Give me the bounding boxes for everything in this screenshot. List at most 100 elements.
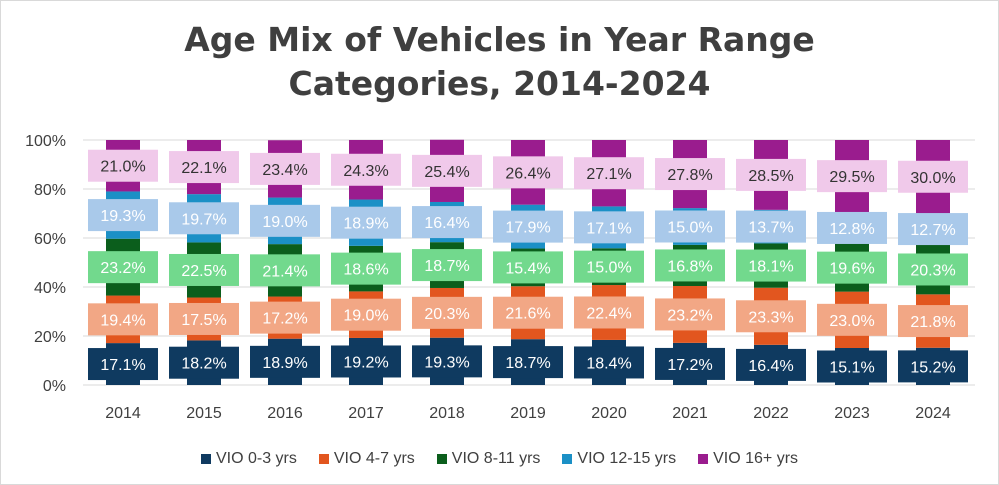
data-label: 28.5% [748,168,793,185]
data-label-box [817,303,887,336]
data-label-box [250,204,320,237]
data-label-box [898,253,968,286]
data-label-box [574,157,644,190]
x-tick-label: 2023 [834,405,870,422]
data-label: 18.6% [343,262,388,279]
data-label: 17.2% [667,357,712,374]
data-label-box [655,158,725,191]
data-label-box [412,296,482,329]
data-label-box [898,350,968,383]
data-label-box [574,296,644,329]
data-label-box [88,348,158,381]
data-label-box [817,211,887,244]
data-label-box [574,250,644,283]
data-label-box [898,160,968,193]
data-label-box [898,213,968,246]
data-label: 19.3% [100,208,145,225]
data-label-box [736,158,806,191]
data-label: 25.4% [424,164,469,181]
data-label: 22.4% [586,305,631,322]
data-label: 24.3% [343,163,388,180]
data-label-box [817,350,887,383]
data-label-box [898,305,968,338]
data-label: 19.2% [343,354,388,371]
data-label-box [88,149,158,182]
data-label: 13.7% [748,220,793,237]
data-label-box [736,249,806,282]
data-label-box [331,345,401,378]
data-label: 17.5% [181,312,226,329]
data-label-box [331,252,401,285]
legend-item: VIO 16+ yrs [698,450,798,468]
data-label: 21.0% [100,159,145,176]
data-label: 19.0% [262,214,307,231]
data-label: 12.8% [829,221,874,238]
data-label: 23.2% [100,260,145,277]
data-label: 18.7% [505,355,550,372]
data-label: 15.0% [667,219,712,236]
data-label-box [250,345,320,378]
legend-swatch [200,454,211,464]
data-label-box [736,210,806,243]
data-label: 20.3% [424,306,469,323]
data-label-box [412,249,482,282]
legend-swatch [318,454,329,464]
x-tick-label: 2018 [429,405,465,422]
chart-title-line-2: Categories, 2014-2024 [288,64,711,103]
data-label: 26.4% [505,165,550,182]
legend-item: VIO 8-11 yrs [436,450,541,468]
data-label-box [412,345,482,378]
legend-label: VIO 4-7 yrs [333,450,415,467]
data-label: 21.4% [262,263,307,280]
data-label-box [169,151,239,184]
data-label-box [817,160,887,193]
data-label: 19.7% [181,211,226,228]
data-label-box [169,302,239,335]
data-label-box [169,253,239,286]
data-label: 19.6% [829,261,874,278]
data-label-box [655,298,725,331]
x-tick-label: 2021 [672,405,708,422]
data-label-box [88,251,158,284]
legend-label: VIO 12-15 yrs [577,450,677,467]
data-label-box [817,251,887,284]
data-label: 23.3% [748,309,793,326]
data-label: 18.7% [424,258,469,275]
legend-item: VIO 12-15 yrs [562,450,676,468]
data-label-box [493,156,563,189]
data-label-box [331,298,401,331]
data-label: 27.8% [667,167,712,184]
data-label: 19.0% [343,308,388,325]
y-tick-label: 20% [34,329,66,346]
data-label-box [88,303,158,336]
data-label-box [331,153,401,186]
data-label: 16.8% [667,258,712,275]
data-label-box [169,202,239,235]
x-tick-label: 2019 [510,405,546,422]
legend-swatch [698,454,709,464]
data-label-box [655,249,725,282]
y-tick-label: 80% [34,182,66,199]
data-label: 30.0% [910,170,955,187]
legend: VIO 0-3 yrs VIO 4-7 yrs VIO 8-11 yrs VIO 12… [0,450,999,468]
data-label-box [88,199,158,232]
data-label: 15.0% [586,260,631,277]
data-label-box [655,210,725,243]
data-label-box [493,346,563,379]
chart-title: Age Mix of Vehicles in Year Range Catego… [0,18,999,106]
data-label-box [493,251,563,284]
y-tick-label: 40% [34,280,66,297]
data-label: 19.4% [100,312,145,329]
data-label: 29.5% [829,169,874,186]
data-label: 17.1% [586,220,631,237]
data-label-box [736,348,806,381]
data-label: 18.1% [748,259,793,276]
data-label: 22.1% [181,160,226,177]
data-label-box [574,211,644,244]
data-label: 21.8% [910,314,955,331]
x-tick-label: 2017 [348,405,384,422]
data-label: 18.9% [262,355,307,372]
data-label: 17.9% [505,220,550,237]
legend-label: VIO 8-11 yrs [451,450,541,467]
